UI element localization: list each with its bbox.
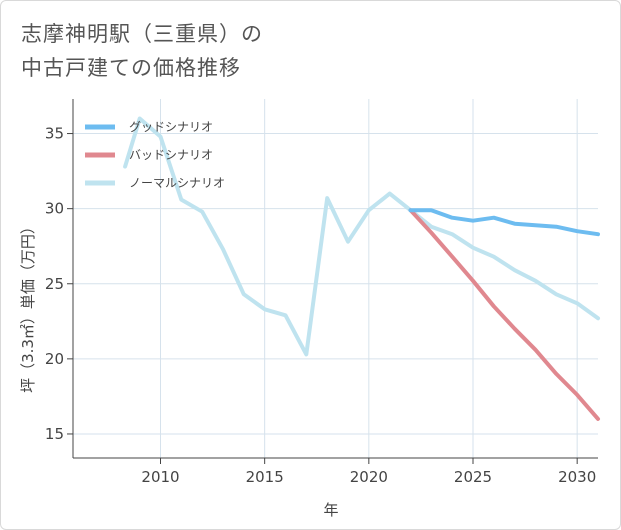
x-tick-label: 2010 (141, 468, 179, 486)
y-tick-label: 25 (45, 275, 64, 293)
chart-title-line-1: 志摩神明駅（三重県）の (21, 22, 263, 46)
legend-label: グッドシナリオ (129, 120, 213, 134)
series-lines (123, 116, 600, 421)
series-line-1 (408, 208, 600, 421)
y-tick-label: 20 (45, 350, 64, 368)
x-axis-title: 年 (323, 501, 338, 519)
x-tick-label: 2015 (246, 468, 284, 486)
chart-title-line-2: 中古戸建ての価格推移 (21, 56, 241, 80)
y-axis-title: 坪（3.3㎡）単価（万円） (19, 219, 37, 393)
legend-label: ノーマルシナリオ (129, 176, 225, 190)
y-axis-ticks: 15 20 25 30 35 (45, 125, 73, 443)
y-tick-label: 15 (45, 425, 64, 443)
x-tick-label: 2030 (558, 468, 596, 486)
x-tick-label: 2020 (350, 468, 388, 486)
x-tick-label: 2025 (454, 468, 492, 486)
legend-label: バッドシナリオ (129, 148, 213, 162)
series-line-0 (408, 208, 600, 237)
series-line-2 (123, 116, 600, 357)
chart-title: 志摩神明駅（三重県）の 中古戸建ての価格推移 (21, 17, 263, 85)
x-axis-ticks: 2010 2015 2020 2025 2030 (141, 458, 596, 486)
y-tick-label: 30 (45, 200, 64, 218)
y-tick-label: 35 (45, 125, 64, 143)
